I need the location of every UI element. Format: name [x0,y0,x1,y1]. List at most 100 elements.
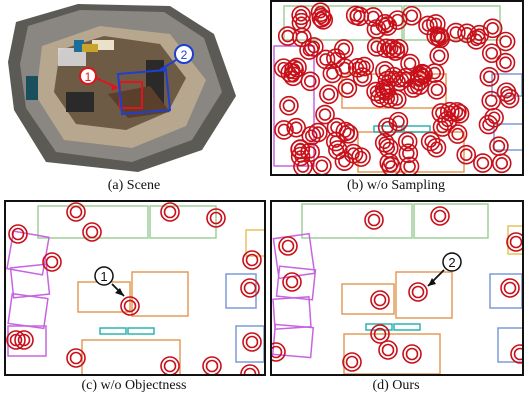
panel-ours: 2 (d) Ours [268,200,524,400]
sample-ring [363,7,384,27]
sample-ring [66,348,86,368]
frame-ours: 2 [270,200,524,376]
sample-ring [388,111,409,132]
sample-ring [366,81,386,102]
sample-ring [272,342,286,362]
sample-ring [466,30,487,50]
sample-ring [334,58,355,78]
sample-ring [402,344,422,364]
sample-ring [387,10,408,30]
sample-ring [240,278,260,298]
sample-ring [495,31,516,52]
sample-ring [389,71,410,92]
caption-scene: (a) Scene [107,178,161,193]
sample-ring [370,324,390,344]
sample-ring [408,282,428,302]
sample-ring [301,125,322,146]
scene-pointcloud-image: 1 2 [8,4,236,172]
sample-ring [478,114,499,135]
sample-ring [479,67,500,87]
marker-1-number: 1 [100,269,107,284]
sample-ring [313,10,334,30]
sample-ring [495,52,516,73]
sample-ring [337,78,358,98]
sample-ring [370,290,390,310]
sample-ring [412,63,433,84]
sample-ring [473,153,493,173]
sample-ring [342,352,362,372]
caption-ours: (d) Ours [372,378,420,393]
sample-ring [280,62,301,83]
sample-ring [491,153,512,174]
sample-ring [364,210,384,230]
ours-canvas: 2 [272,203,522,374]
sample-ring [398,143,419,164]
sample-ring [42,252,62,272]
wo-objectness-canvas: 1 [6,202,264,374]
caption-wo-sampling: (b) w/o Sampling [347,178,445,193]
scene-marker-2-label: 2 [181,48,188,62]
sample-ring [304,37,324,57]
marker-2-number: 2 [448,255,455,270]
sample-ring [489,136,509,157]
panel-wo-objectness: 1 (c) w/o Objectness [0,200,268,400]
sample-ring [352,67,373,87]
sample-ring [315,49,336,70]
sample-ring [481,43,502,64]
sample-ring [66,202,86,222]
sample-ring [429,46,450,66]
sample-ring [427,80,447,100]
sample-ring [430,206,450,226]
sample-ring [315,104,335,125]
sample-ring [120,296,140,316]
sample-ring [312,155,332,174]
scene-selected-region-blue [116,68,172,116]
sample-ring [381,156,402,174]
sample-ring [378,340,398,360]
sample-ring [424,63,445,83]
sample-ring [326,117,347,138]
scene-marker-1-label: 1 [85,70,92,84]
sample-ring [6,330,26,350]
sample-ring [282,272,302,292]
sample-ring [160,356,180,374]
sample-ring [456,144,477,165]
sample-ring [343,143,364,164]
sample-ring [420,131,441,152]
sample-ring [375,61,395,81]
sample-ring [242,332,262,352]
frame-wo-sampling [270,0,524,176]
wo-sampling-canvas [273,2,522,174]
sample-ring [378,88,399,109]
panel-scene: 1 2 (a) Scene [0,0,268,198]
sample-ring [160,202,180,222]
scene-marker-2-circle [174,44,194,64]
sample-ring [482,18,503,39]
marker-1-annotation: 1 [94,266,125,297]
sample-ring [286,117,306,138]
sample-ring [510,344,522,364]
sample-ring [206,208,226,228]
sample-ring [274,120,294,140]
sample-ring [279,95,299,116]
sample-ring [14,330,34,350]
sample-ring [447,124,468,144]
sample-ring [300,142,320,163]
sample-ring [8,224,28,244]
sample-ring [500,278,520,298]
sample-ring [242,250,262,270]
sample-ring [506,232,522,252]
sample-ring [430,28,451,49]
sample-ring [300,71,321,92]
scene-marker-1-circle [79,67,97,85]
sample-ring [240,364,260,374]
sample-ring [439,101,460,122]
panel-wo-sampling: (b) w/o Sampling [268,0,524,198]
sample-ring [385,41,406,61]
frame-wo-objectness: 1 [4,200,266,376]
sample-ring [319,84,339,105]
sample-ring [292,27,312,48]
sample-ring [496,82,517,103]
sample-ring [366,37,387,57]
caption-wo-objectness: (c) w/o Objectness [81,378,187,393]
